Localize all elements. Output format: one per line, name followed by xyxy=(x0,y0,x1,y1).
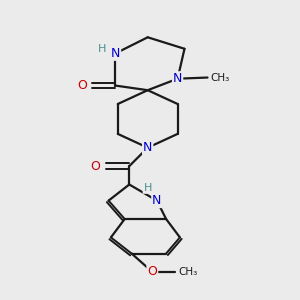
Text: CH₃: CH₃ xyxy=(211,73,230,82)
Text: N: N xyxy=(152,194,162,207)
Text: N: N xyxy=(143,141,152,154)
Text: O: O xyxy=(147,266,157,278)
Text: O: O xyxy=(90,160,100,172)
Text: CH₃: CH₃ xyxy=(178,267,198,277)
Text: H: H xyxy=(98,44,106,54)
Text: N: N xyxy=(173,72,182,85)
Text: N: N xyxy=(111,47,120,60)
Text: H: H xyxy=(143,183,152,193)
Text: O: O xyxy=(77,79,87,92)
